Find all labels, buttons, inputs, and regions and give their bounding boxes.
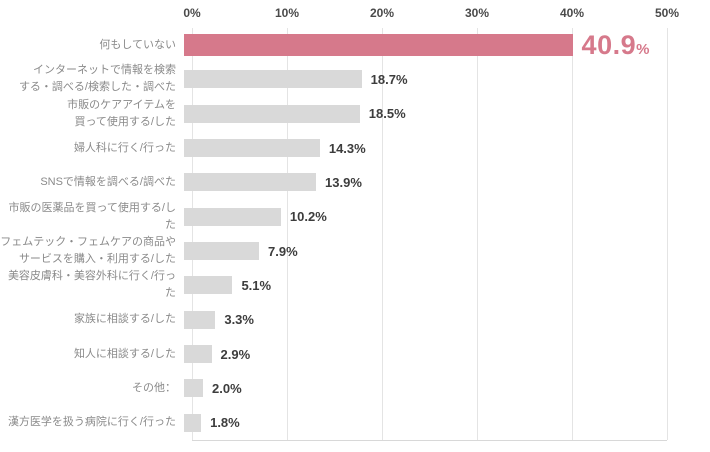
bar-track: 13.9% [184, 165, 659, 199]
x-axis-tick-label: 30% [464, 6, 490, 20]
bar [184, 242, 260, 261]
category-label: 漢方医学を扱う病院に行く/行った [7, 416, 176, 429]
category-label: 家族に相談する/した [73, 313, 176, 326]
value-label: 18.5% [368, 106, 406, 122]
bar-track: 5.1% [184, 268, 659, 302]
category-label: 何もしていない [99, 38, 176, 51]
category-label: 美容皮膚科・美容外科に行く/行った [7, 270, 176, 300]
bar-track: 2.0% [184, 371, 659, 405]
value-label: 14.3% [328, 140, 366, 156]
gridline [666, 28, 668, 440]
x-axis-tick-label: 20% [369, 6, 395, 20]
category-label: 市販のケアアイテムを 買って使用する/した [67, 98, 176, 128]
bar-track: 40.9% [184, 28, 659, 62]
bar-track: 2.9% [184, 337, 659, 371]
x-axis-tick-label: 0% [183, 6, 201, 20]
bar-track: 18.7% [184, 62, 659, 96]
chart-row: フェムテック・フェムケアの商品や サービスを購入・利用する/した 7.9% [0, 234, 710, 268]
x-axis-tick-label: 10% [274, 6, 300, 20]
x-axis-tick-label: 40% [559, 6, 585, 20]
bar [184, 173, 317, 192]
bar-track: 3.3% [184, 303, 659, 337]
bar-track: 7.9% [184, 234, 659, 268]
value-label: 5.1% [241, 277, 272, 293]
category-label: 知人に相談する/した [73, 347, 176, 360]
bar [184, 34, 573, 57]
bar [184, 379, 203, 398]
chart-row: インターネットで情報を検索 する・調べる/検索した・調べた 18.7% [0, 62, 710, 96]
chart-row: その他： 2.0% [0, 371, 710, 405]
category-label: 市販の医薬品を買って使用する/した [8, 201, 176, 231]
gridline [571, 28, 573, 440]
gridline [476, 28, 478, 440]
category-label: フェムテック・フェムケアの商品や サービスを購入・利用する/した [0, 236, 176, 266]
category-label: SNSで情報を調べる/調べた [40, 175, 176, 188]
chart-row: SNSで情報を調べる/調べた 13.9% [0, 165, 710, 199]
category-label: 婦人科に行く/行った [73, 141, 176, 154]
gridline [381, 28, 383, 440]
chart-row: 美容皮膚科・美容外科に行く/行った 5.1% [0, 268, 710, 302]
value-label: 2.9% [220, 346, 251, 362]
bar [184, 104, 360, 123]
x-axis-tick-label: 50% [654, 6, 680, 20]
bar [184, 70, 362, 89]
bar [184, 345, 212, 364]
chart-row: 漢方医学を扱う病院に行く/行った 1.8% [0, 406, 710, 440]
bar-track: 18.5% [184, 97, 659, 131]
bar [184, 310, 216, 329]
value-label: 2.0% [212, 380, 242, 396]
chart-row: 市販の医薬品を買って使用する/した 10.2% [0, 200, 710, 234]
bar-track: 10.2% [184, 200, 659, 234]
value-label: 40.9% [581, 29, 650, 60]
bar-track: 14.3% [184, 131, 659, 165]
category-label: その他： [132, 381, 176, 394]
rows: 何もしていない 40.9% インターネットで情報を検索 する・調べる/検索した・調べ… [0, 28, 710, 440]
bar [184, 276, 233, 295]
value-label: 13.9% [325, 174, 362, 190]
bar [184, 413, 202, 432]
bar [184, 207, 281, 226]
chart-row: 何もしていない 40.9% [0, 28, 710, 62]
gridlines [191, 28, 668, 441]
value-label: 7.9% [268, 243, 298, 259]
value-label: 10.2% [289, 209, 327, 225]
bar-track: 1.8% [184, 406, 659, 440]
chart-row: 婦人科に行く/行った 14.3% [0, 131, 710, 165]
x-axis: 0% 10% 20% 30% 40% 50% [183, 6, 679, 22]
value-label: 1.8% [210, 415, 240, 431]
value-label: 3.3% [224, 312, 254, 328]
chart-row: 知人に相談する/した 2.9% [0, 337, 710, 371]
category-label: インターネットで情報を検索 する・調べる/検索した・調べた [18, 64, 176, 94]
bar [184, 139, 320, 158]
value-label: 18.7% [370, 71, 408, 87]
chart-row: 市販のケアアイテムを 買って使用する/した 18.5% [0, 97, 710, 131]
gridline [191, 28, 193, 440]
gridline [286, 28, 288, 440]
chart-row: 家族に相談する/した 3.3% [0, 303, 710, 337]
